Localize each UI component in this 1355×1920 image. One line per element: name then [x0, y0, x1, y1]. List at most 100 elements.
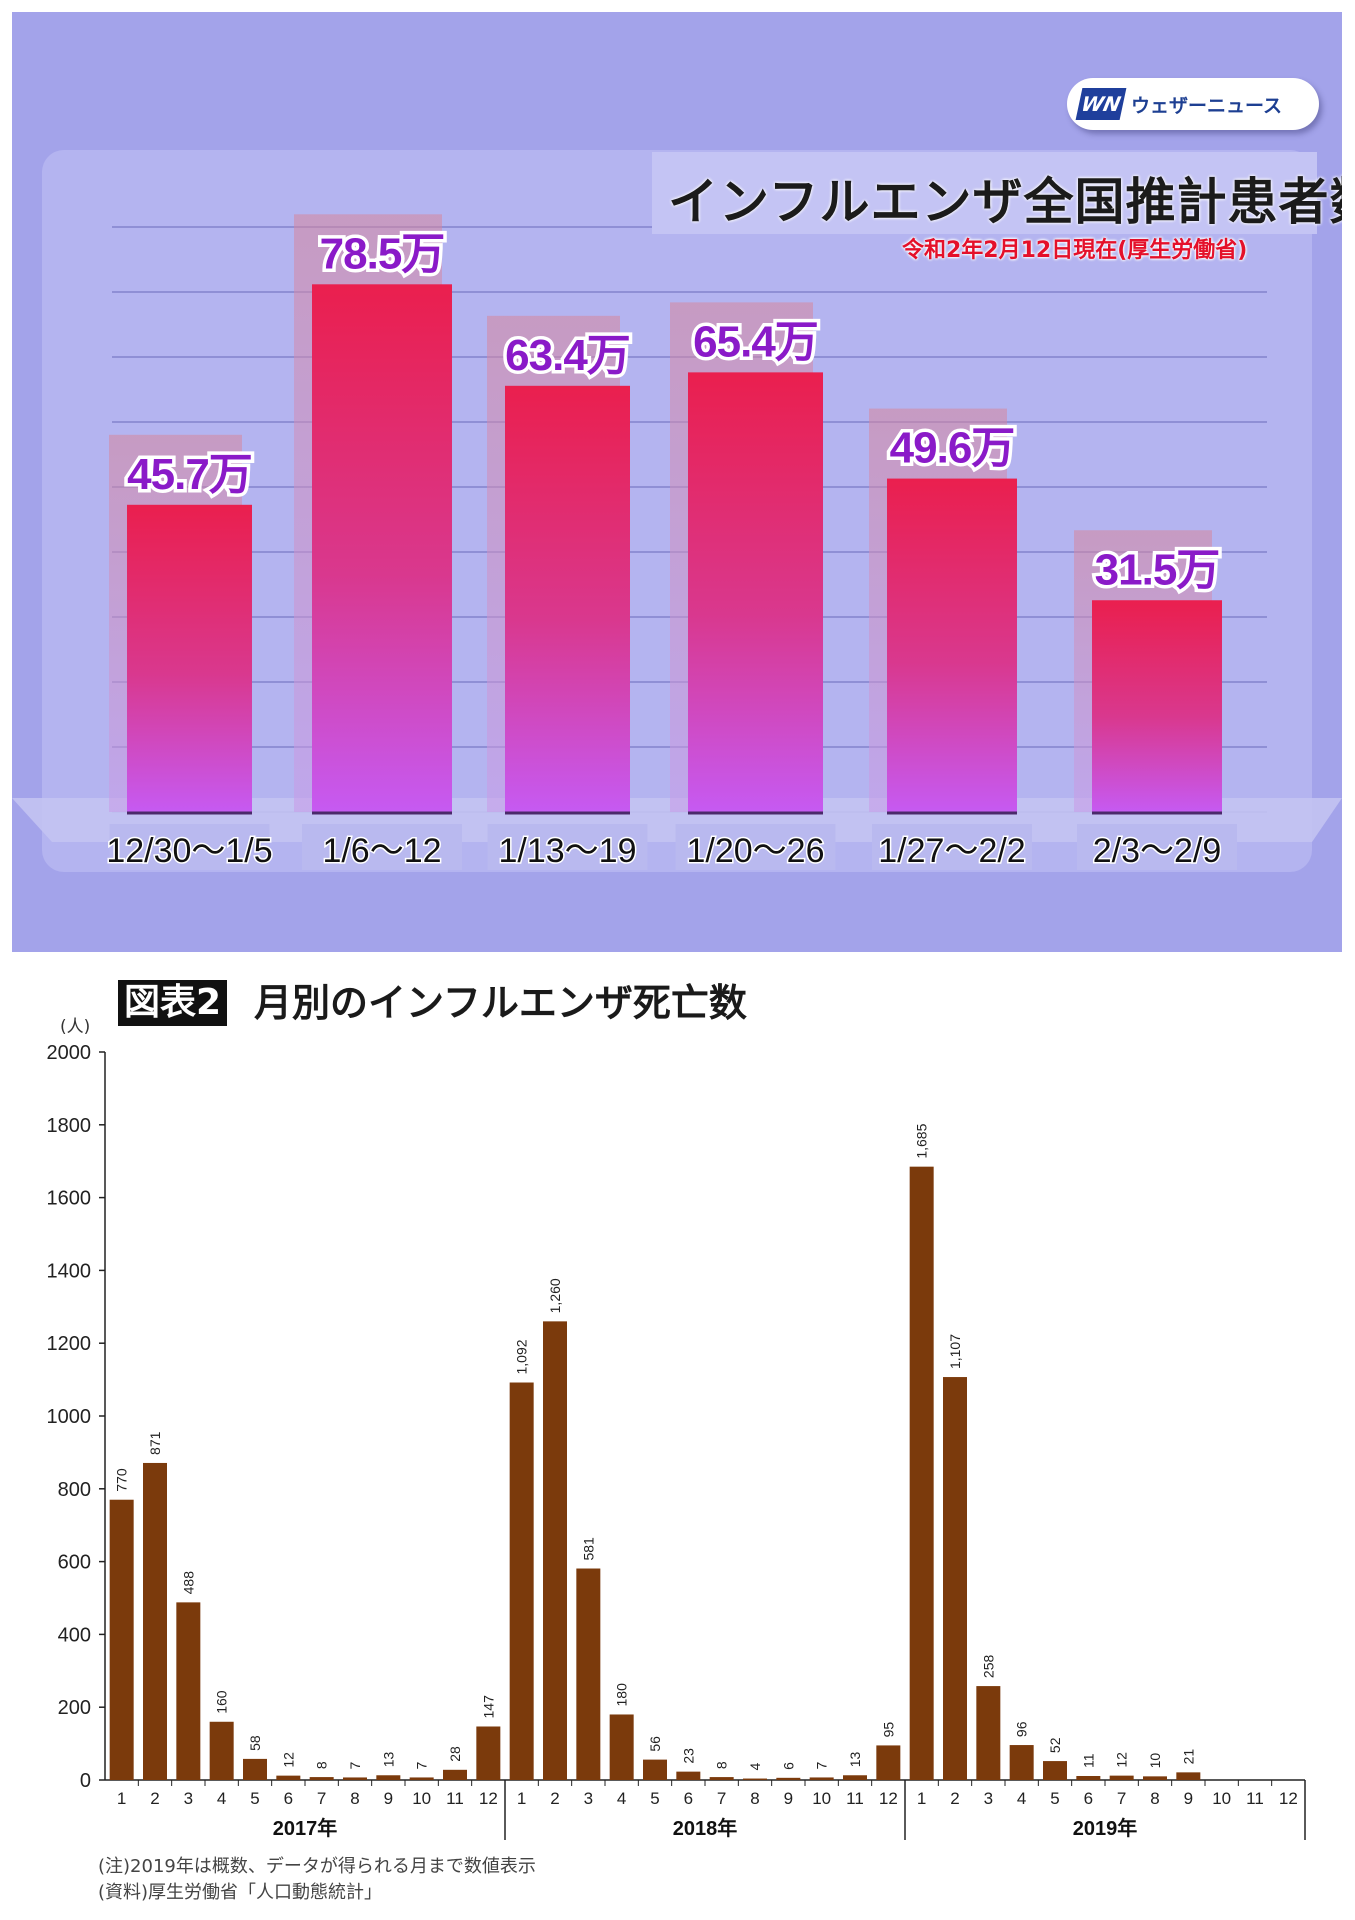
y-unit-label: (人) — [60, 1017, 91, 1037]
bar-value-label: 45.7万 — [127, 450, 252, 499]
bar — [876, 1745, 901, 1780]
year-label: 2018年 — [673, 1816, 738, 1840]
bar — [276, 1775, 301, 1780]
chart-subtitle: 令和2年2月12日現在(厚生労働省) — [902, 238, 1248, 263]
y-tick-label: 1600 — [47, 1188, 92, 1210]
month-label: 5 — [650, 1789, 659, 1808]
bar — [443, 1769, 467, 1780]
y-tick-label: 2000 — [47, 1042, 92, 1064]
figure-title: 月別のインフルエンザ死亡数 — [254, 981, 747, 1025]
bar-value-label: 95 — [880, 1722, 896, 1738]
category-label-bg — [1077, 824, 1237, 870]
bar — [109, 1499, 134, 1780]
bar — [143, 1462, 167, 1780]
bar — [843, 1775, 867, 1780]
month-label: 6 — [1084, 1789, 1093, 1808]
y-tick-label: 1400 — [47, 1260, 92, 1282]
bar — [809, 1777, 834, 1780]
bar — [309, 1777, 334, 1780]
bar-value-label: 28 — [447, 1746, 463, 1762]
bar — [1043, 1761, 1067, 1780]
bar — [688, 372, 823, 812]
bar — [1176, 1772, 1201, 1780]
month-label: 8 — [350, 1789, 359, 1808]
figure-badge: 図表2 — [118, 980, 228, 1026]
bar — [576, 1568, 601, 1780]
bar — [709, 1777, 734, 1780]
month-label: 2 — [150, 1789, 159, 1808]
bar-value-label: 58 — [247, 1735, 263, 1751]
bar — [312, 284, 452, 812]
bar-value-label: 1,092 — [514, 1339, 530, 1374]
month-label: 7 — [1117, 1789, 1126, 1808]
month-label: 11 — [1246, 1789, 1264, 1808]
month-label: 4 — [1017, 1789, 1026, 1808]
month-label: 2 — [950, 1789, 959, 1808]
bar — [1143, 1776, 1167, 1780]
category-label: 12/30〜1/5 — [106, 832, 272, 870]
category-label: 1/6〜12 — [322, 832, 441, 870]
deaths-chart: 図表2 月別のインフルエンザ死亡数 (人) 0 200 400 600 800 1000 1… — [0, 960, 1355, 1920]
bar — [909, 1166, 934, 1780]
category-label-bg — [109, 824, 270, 870]
bar — [243, 1758, 267, 1780]
month-label: 1 — [517, 1789, 526, 1808]
category-label-bg — [487, 824, 648, 870]
bar-value-label: 4 — [747, 1763, 763, 1771]
note-text: (注)2019年は概数、データが得られる月まで数値表示 — [98, 1856, 536, 1877]
month-label: 6 — [684, 1789, 693, 1808]
bar-value-label: 7 — [814, 1761, 830, 1769]
month-label: 8 — [750, 1789, 759, 1808]
bar — [943, 1377, 967, 1780]
logo-text: ウェザーニュース — [1131, 94, 1283, 117]
month-label: 11 — [846, 1789, 864, 1808]
bar-value-label: 12 — [280, 1752, 296, 1768]
month-label: 8 — [1150, 1789, 1159, 1808]
y-tick-label: 1800 — [47, 1115, 92, 1137]
month-label: 4 — [617, 1789, 626, 1808]
month-label: 2 — [550, 1789, 559, 1808]
y-tick-label: 400 — [58, 1624, 91, 1646]
category-label-bg — [872, 824, 1032, 870]
y-tick-label: 200 — [58, 1697, 91, 1719]
month-label: 5 — [250, 1789, 259, 1808]
source-text: (資料)厚生労働省「人口動態統計」 — [98, 1882, 383, 1903]
weathernews-logo: WN ウェザーニュース — [1067, 78, 1319, 130]
bar-value-label: 6 — [780, 1762, 796, 1770]
bar — [976, 1686, 1001, 1780]
bar — [509, 1382, 534, 1780]
logo-mark: WN — [1075, 88, 1127, 120]
month-label: 10 — [412, 1789, 431, 1808]
bar — [343, 1777, 367, 1780]
month-label: 1 — [117, 1789, 126, 1808]
month-label: 7 — [717, 1789, 726, 1808]
category-label-bg — [675, 824, 836, 870]
category-label-bg — [302, 824, 462, 870]
bar-value-label: 160 — [214, 1690, 230, 1714]
bar — [176, 1602, 201, 1780]
bar — [743, 1778, 767, 1780]
bar — [476, 1726, 501, 1780]
y-tick-label: 800 — [58, 1479, 91, 1501]
bar-value-label: 11 — [1080, 1753, 1096, 1768]
bar-value-label: 49.6万 — [890, 424, 1015, 473]
bar — [209, 1721, 234, 1780]
patients-bars: 45.7万 12/30〜1/5 78.5万 1/6〜12 63.4万 1/13〜19 65.… — [12, 214, 1342, 872]
y-tick-label: 1200 — [47, 1333, 92, 1355]
patients-chart: 45.7万 12/30〜1/5 78.5万 1/6〜12 63.4万 1/13〜19 65.… — [12, 12, 1342, 952]
month-label: 11 — [446, 1789, 464, 1808]
month-label: 9 — [384, 1789, 393, 1808]
bar-value-label: 23 — [680, 1748, 696, 1764]
bar-value-label: 12 — [1114, 1752, 1130, 1768]
category-label: 1/20〜26 — [687, 832, 825, 870]
bar-value-label: 1,685 — [914, 1123, 930, 1158]
bar-value-label: 65.4万 — [693, 317, 818, 366]
month-label: 7 — [317, 1789, 326, 1808]
bar — [505, 385, 630, 812]
bar-value-label: 1,107 — [947, 1334, 963, 1369]
bar-value-label: 21 — [1180, 1749, 1196, 1765]
bar-value-label: 180 — [614, 1683, 630, 1707]
bar — [676, 1771, 701, 1780]
bar-value-label: 1,260 — [547, 1278, 563, 1313]
bar-value-label: 258 — [980, 1655, 996, 1679]
